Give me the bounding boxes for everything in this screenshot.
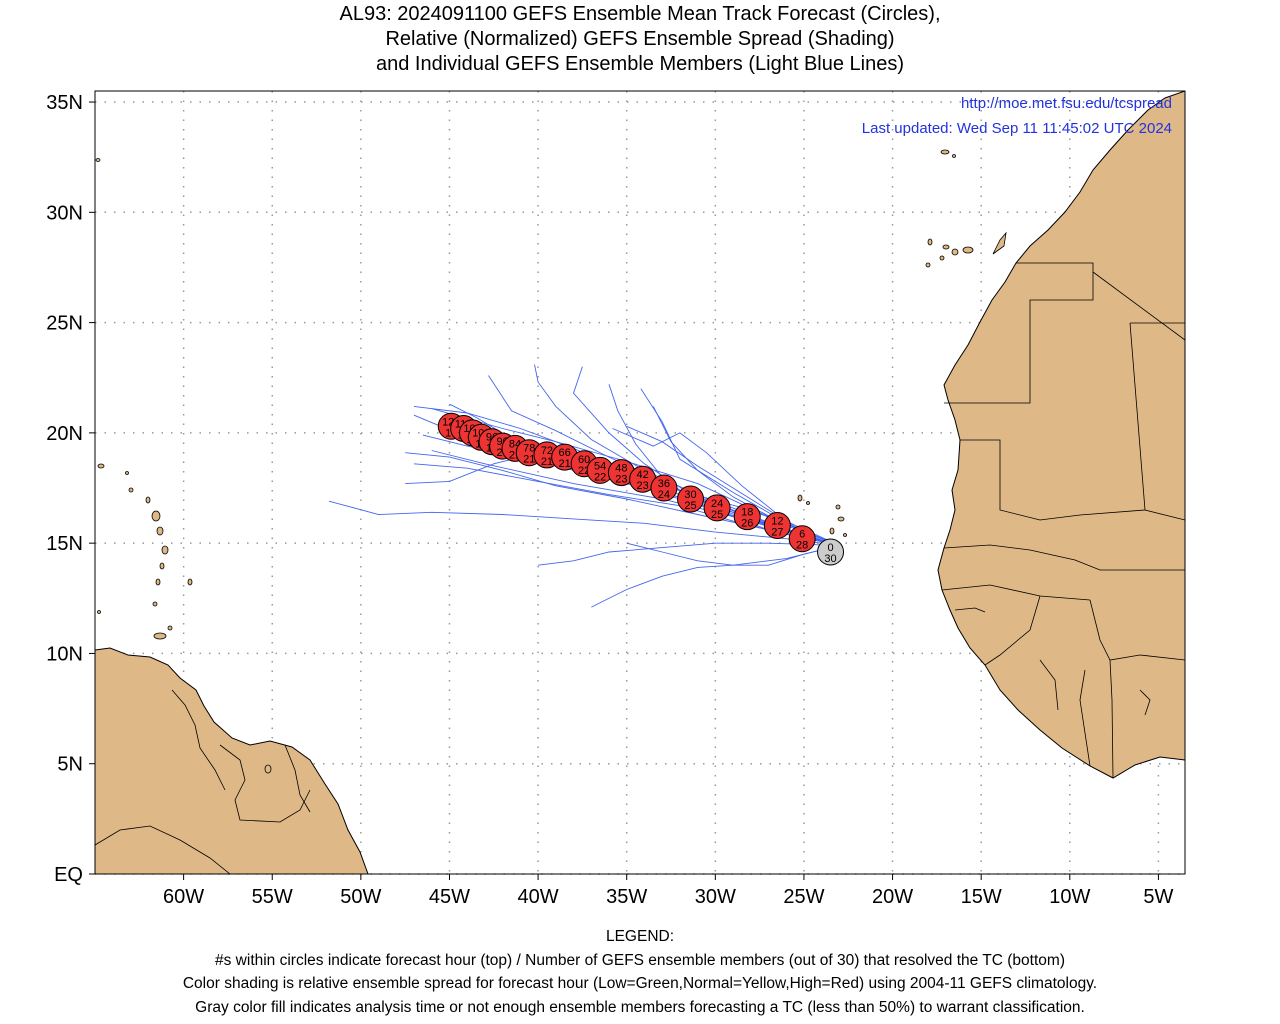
lon-tick-label: 10W: [1049, 886, 1090, 908]
lon-tick-label: 50W: [340, 886, 381, 908]
member-count-label: 26: [741, 518, 753, 530]
member-count-label: 22: [594, 471, 606, 483]
last-updated: Last updated: Wed Sep 11 11:45:02 UTC 20…: [862, 120, 1172, 137]
member-count-label: 23: [637, 480, 649, 492]
member-count-label: 25: [684, 500, 696, 512]
lat-tick-label: EQ: [54, 864, 83, 886]
legend-line-1: #s within circles indicate forecast hour…: [215, 951, 1065, 969]
lon-tick-label: 35W: [606, 886, 647, 908]
legend: LEGEND: #s within circles indicate forec…: [0, 925, 1280, 1019]
forecast-hour-label: 72: [541, 445, 553, 457]
forecast-hour-label: 60: [578, 454, 590, 466]
lat-tick-label: 30N: [46, 202, 83, 224]
lon-tick-label: 30W: [695, 886, 736, 908]
lat-tick-label: 10N: [46, 643, 83, 665]
forecast-map: 1201811418108191021996199020842178217221…: [46, 90, 1186, 908]
lon-tick-label: 45W: [429, 886, 470, 908]
forecast-hour-label: 30: [684, 489, 696, 501]
lon-tick-label: 15W: [961, 886, 1002, 908]
lat-tick-label: 25N: [46, 313, 83, 335]
legend-line-3: Gray color fill indicates analysis time …: [195, 998, 1085, 1016]
forecast-hour-label: 18: [741, 507, 753, 519]
forecast-circle-marker: [817, 538, 845, 566]
member-track-line: [591, 544, 840, 608]
cape-verde-islands: [797, 494, 847, 537]
africa-landmass: [937, 91, 1185, 779]
member-track-line: [538, 542, 840, 566]
south-america-landmass: [95, 647, 369, 874]
forecast-circle-marker: [650, 474, 678, 502]
member-count-label: 21: [559, 458, 571, 470]
lon-tick-label: 25W: [783, 886, 824, 908]
member-count-label: 21: [541, 456, 553, 468]
title-line-1: AL93: 2024091100 GEFS Ensemble Mean Trac…: [339, 3, 941, 25]
forecast-hour-label: 0: [827, 542, 833, 554]
forecast-hour-label: 42: [637, 469, 649, 481]
legend-heading: LEGEND:: [605, 928, 675, 945]
chart-title: AL93: 2024091100 GEFS Ensemble Mean Trac…: [0, 2, 1280, 77]
lon-tick-label: 40W: [518, 886, 559, 908]
forecast-circle-marker: [763, 512, 791, 540]
lon-tick-label: 5W: [1143, 886, 1173, 908]
forecast-circle: 030: [817, 538, 845, 566]
member-count-label: 28: [796, 540, 808, 552]
title-line-3: and Individual GEFS Ensemble Members (Li…: [375, 53, 905, 75]
title-line-2: Relative (Normalized) GEFS Ensemble Spre…: [385, 28, 895, 50]
forecast-hour-label: 6: [799, 529, 805, 541]
member-count-label: 27: [771, 527, 783, 539]
forecast-hour-label: 54: [594, 460, 606, 472]
forecast-circle-marker: [733, 503, 761, 531]
lon-tick-label: 55W: [252, 886, 293, 908]
forecast-hour-label: 48: [615, 463, 627, 475]
forecast-hour-label: 36: [658, 478, 670, 490]
lesser-antilles: [95, 158, 272, 774]
lat-tick-label: 15N: [46, 533, 83, 555]
member-count-label: 25: [711, 509, 723, 521]
member-count-label: 21: [523, 454, 535, 466]
lat-tick-label: 35N: [46, 92, 83, 114]
member-track-line: [626, 542, 840, 566]
member-count-label: 23: [615, 474, 627, 486]
lon-tick-label: 60W: [163, 886, 204, 908]
forecast-circle-marker: [788, 525, 816, 553]
lat-tick-label: 20N: [46, 423, 83, 445]
plot-frame: [94, 90, 1186, 875]
lat-tick-label: 5N: [57, 754, 83, 776]
land-layer: [95, 91, 1185, 874]
member-track-line: [405, 452, 840, 546]
forecast-circle-marker: [677, 485, 705, 513]
source-url[interactable]: http://moe.met.fsu.edu/tcspread: [961, 95, 1172, 112]
lon-tick-label: 20W: [872, 886, 913, 908]
member-track-line: [328, 500, 840, 546]
member-count-label: 30: [824, 553, 836, 565]
legend-line-2: Color shading is relative ensemble sprea…: [182, 975, 1098, 992]
forecast-hour-label: 78: [523, 443, 535, 455]
forecast-circle: 628: [788, 525, 816, 553]
forecast-hour-label: 24: [711, 498, 723, 510]
canary-islands: [925, 149, 1007, 268]
forecast-hour-label: 12: [771, 516, 783, 528]
mean-track-circles: 1201811418108191021996199020842178217221…: [437, 412, 845, 566]
forecast-circle-marker: [703, 494, 731, 522]
axis-tick-labels: 60W 55W 50W 45W 40W 35W 30W 25W 20W 15W 10W 5W EQ 5N 1…: [46, 92, 1173, 908]
forecast-hour-label: 66: [559, 447, 571, 459]
member-count-label: 24: [658, 489, 670, 501]
